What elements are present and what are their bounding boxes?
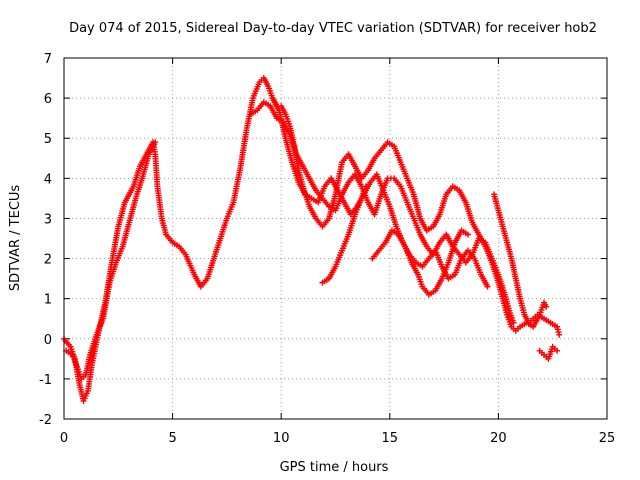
data-point (152, 139, 159, 146)
y-tick-label: 1 (44, 293, 52, 308)
y-tick-label: 7 (44, 52, 52, 67)
y-tick-label: 2 (44, 253, 52, 268)
y-tick-label: -1 (39, 373, 52, 388)
y-tick-label: 0 (44, 333, 52, 348)
y-tick-label: 6 (44, 92, 52, 107)
data-points (61, 75, 563, 404)
y-axis-label: SDTVAR / TECUs (8, 185, 23, 292)
plot-frame (63, 57, 608, 420)
data-point (543, 303, 550, 310)
data-point (554, 347, 561, 354)
y-tick-label: 5 (44, 132, 52, 147)
grid (64, 58, 607, 419)
chart-title: Day 074 of 2015, Sidereal Day-to-day VTE… (69, 21, 597, 36)
y-tick-label: 3 (44, 212, 52, 227)
y-tick-label: -2 (39, 413, 52, 428)
data-point (484, 283, 491, 290)
x-tick-label: 15 (382, 431, 399, 446)
data-point (464, 231, 471, 238)
y-tick-label: 4 (44, 172, 52, 187)
x-tick-label: 25 (599, 431, 616, 446)
x-tick-label: 20 (490, 431, 507, 446)
x-tick-label: 10 (273, 431, 290, 446)
data-point (362, 183, 369, 190)
x-axis-label: GPS time / hours (280, 460, 389, 475)
x-tick-label: 0 (60, 431, 68, 446)
ticks: 0 5 10 15 20 25 -2 -1 0 1 2 3 4 5 6 7 (39, 52, 615, 446)
data-point (556, 331, 563, 338)
x-tick-label: 5 (168, 431, 176, 446)
data-point (510, 319, 517, 326)
